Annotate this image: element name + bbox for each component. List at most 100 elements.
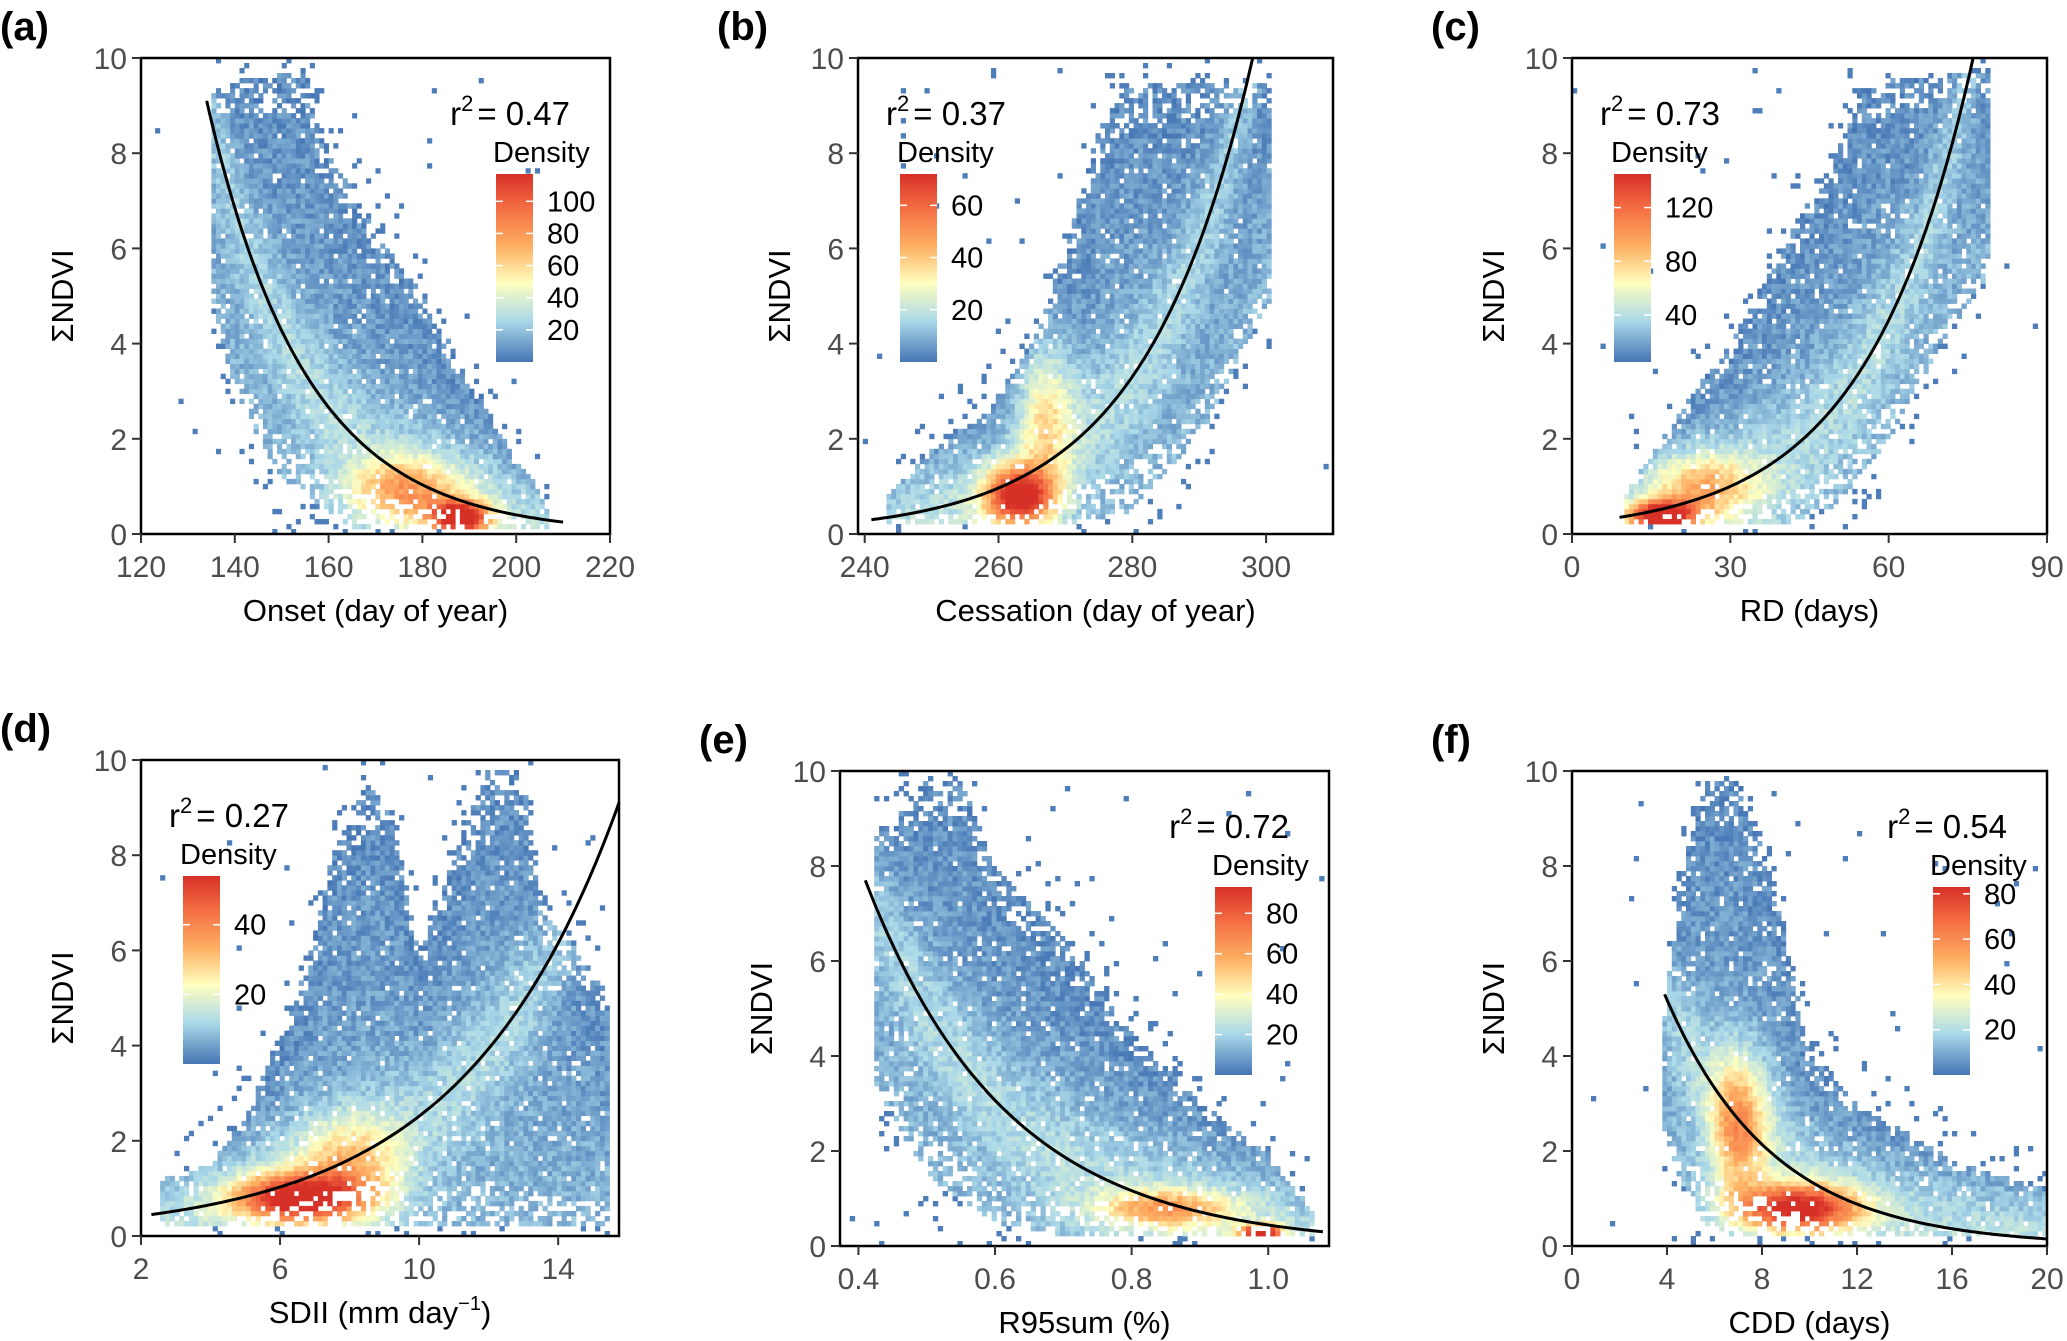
- density-cell: [906, 489, 911, 494]
- density-cell: [352, 218, 357, 223]
- density-cell: [915, 519, 920, 524]
- density-cell: [963, 439, 968, 444]
- density-cell: [422, 519, 427, 524]
- density-cell: [483, 459, 488, 464]
- density-cell: [441, 439, 446, 444]
- density-cell: [408, 334, 413, 339]
- density-cell: [413, 253, 418, 258]
- density-cell: [268, 208, 273, 213]
- density-cell: [225, 198, 230, 203]
- density-cell: [240, 274, 245, 279]
- density-cell: [1043, 504, 1048, 509]
- density-cell: [385, 274, 390, 279]
- density-cell: [441, 474, 446, 479]
- density-cell: [347, 459, 352, 464]
- density-cell: [324, 223, 329, 228]
- density-cell: [1100, 168, 1105, 173]
- density-cell: [1091, 389, 1096, 394]
- density-cell: [296, 469, 301, 474]
- density-cell: [376, 494, 381, 499]
- density-cell: [1100, 369, 1105, 374]
- density-cell: [282, 133, 287, 138]
- density-cell: [474, 419, 479, 424]
- density-cell: [1067, 454, 1072, 459]
- density-cell: [1091, 289, 1096, 294]
- density-cell: [1115, 274, 1120, 279]
- density-cell: [329, 504, 334, 509]
- density-cell: [286, 168, 291, 173]
- density-cell: [530, 499, 535, 504]
- density-cell: [1072, 424, 1077, 429]
- density-cell: [535, 168, 540, 173]
- density-cell: [1110, 359, 1115, 364]
- density-cell: [497, 489, 502, 494]
- density-cell: [380, 494, 385, 499]
- density-cell: [1110, 469, 1115, 474]
- density-cell: [310, 494, 315, 499]
- density-cell: [371, 253, 376, 258]
- density-cell: [296, 479, 301, 484]
- density-cell: [1067, 419, 1072, 424]
- density-cell: [1067, 279, 1072, 284]
- density-cell: [1081, 459, 1086, 464]
- density-cell: [230, 339, 235, 344]
- density-cell: [1029, 474, 1034, 479]
- density-cell: [240, 118, 245, 123]
- density-cell: [380, 354, 385, 359]
- density-cell: [310, 284, 315, 289]
- density-cell: [347, 464, 352, 469]
- density-cell: [408, 359, 413, 364]
- density-cell: [451, 464, 456, 469]
- density-cell: [1062, 474, 1067, 479]
- density-cell: [385, 444, 390, 449]
- density-cell: [530, 509, 535, 514]
- density-cell: [286, 364, 291, 369]
- density-cell: [310, 203, 315, 208]
- density-cell: [441, 504, 446, 509]
- density-cell: [319, 434, 324, 439]
- density-cell: [385, 434, 390, 439]
- density-cell: [225, 243, 230, 248]
- density-cell: [254, 193, 259, 198]
- density-cell: [315, 163, 320, 168]
- density-cell: [1115, 444, 1120, 449]
- density-cell: [291, 203, 296, 208]
- density-cell: [249, 284, 254, 289]
- density-cell: [263, 118, 268, 123]
- density-cell: [483, 469, 488, 474]
- density-cell: [413, 459, 418, 464]
- density-cell: [1100, 429, 1105, 434]
- density-cell: [319, 178, 324, 183]
- density-cell: [277, 444, 282, 449]
- density-cell: [408, 439, 413, 444]
- density-cell: [1015, 499, 1020, 504]
- density-cell: [216, 203, 221, 208]
- density-cell: [1053, 499, 1058, 504]
- density-cell: [272, 394, 277, 399]
- density-cell: [413, 484, 418, 489]
- density-cell: [986, 419, 991, 424]
- density-cell: [441, 469, 446, 474]
- density-cell: [310, 213, 315, 218]
- density-cell: [986, 454, 991, 459]
- density-cell: [361, 284, 366, 289]
- density-cell: [1039, 364, 1044, 369]
- density-cell: [272, 364, 277, 369]
- density-cell: [1001, 459, 1006, 464]
- density-cell: [315, 479, 320, 484]
- density-cell: [1039, 499, 1044, 504]
- density-cell: [301, 213, 306, 218]
- density-cell: [347, 359, 352, 364]
- density-cell: [216, 253, 221, 258]
- density-cell: [357, 419, 362, 424]
- density-cell: [1067, 484, 1072, 489]
- density-cell: [282, 138, 287, 143]
- density-cell: [413, 304, 418, 309]
- density-cell: [404, 344, 409, 349]
- density-cell: [929, 484, 934, 489]
- density-cell: [249, 148, 254, 153]
- density-cell: [221, 133, 226, 138]
- density-cell: [225, 123, 230, 128]
- density-cell: [254, 223, 259, 228]
- density-cell: [1053, 344, 1058, 349]
